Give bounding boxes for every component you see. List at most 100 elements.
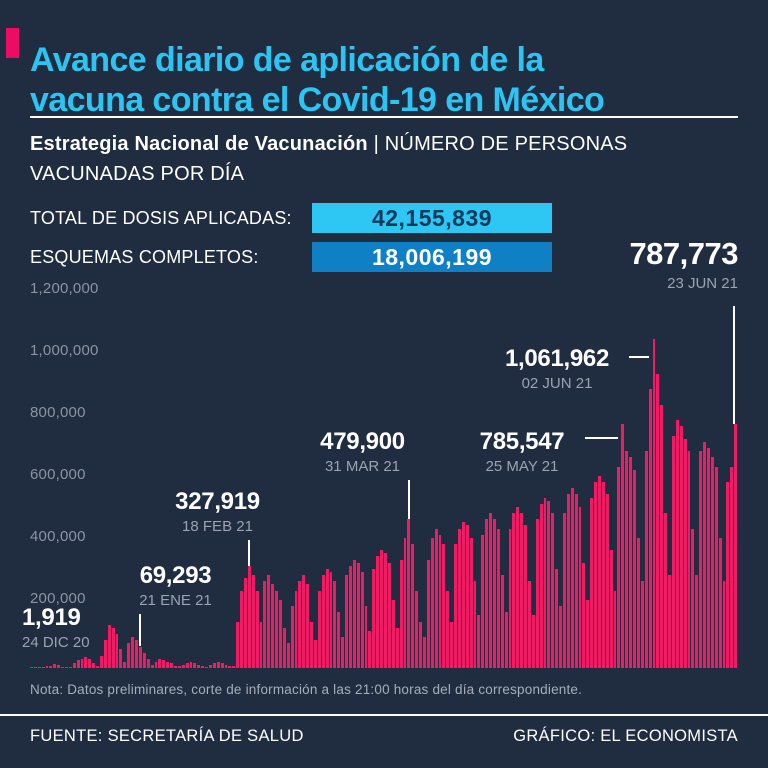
bar: [345, 575, 349, 668]
bar: [535, 519, 539, 668]
bar: [302, 575, 306, 668]
bar: [321, 575, 325, 668]
annotation-value: 69,293: [139, 562, 212, 589]
annotation-jun02: 1,061,962 02 JUN 21: [487, 345, 627, 392]
bar: [232, 666, 236, 668]
bar: [84, 657, 88, 668]
bar: [481, 534, 485, 668]
annotation-date: 24 DIC 20: [22, 634, 90, 651]
bar: [306, 584, 310, 668]
bar: [625, 451, 629, 668]
bar: [485, 519, 489, 668]
bar: [372, 568, 376, 668]
annotation-date: 18 FEB 21: [182, 518, 253, 535]
bar: [107, 624, 111, 668]
bar: [224, 664, 228, 668]
bar: [310, 621, 314, 668]
bar: [730, 466, 734, 668]
bar: [683, 438, 687, 668]
bar: [356, 562, 360, 668]
bar: [352, 559, 356, 668]
bar: [150, 664, 154, 668]
bar: [442, 544, 446, 668]
bar: [559, 606, 563, 668]
bar: [555, 568, 559, 668]
bar: [208, 664, 212, 668]
bar: [360, 571, 364, 668]
bar: [668, 575, 671, 668]
bar: [528, 581, 531, 668]
bar: [687, 451, 691, 668]
bar: [115, 633, 119, 668]
bar: [263, 581, 267, 668]
bar: [201, 666, 205, 668]
bar: [703, 441, 706, 668]
bar: [259, 621, 263, 668]
bar: [473, 581, 477, 668]
bar: [154, 661, 158, 668]
annotation-line: [585, 437, 618, 439]
bar: [189, 661, 193, 668]
bar: [430, 537, 434, 668]
bar: [586, 599, 590, 668]
bar: [477, 615, 481, 668]
bar: [648, 389, 652, 668]
bar: [267, 575, 271, 668]
footer: FUENTE: SECRETARÍA DE SALUD GRÁFICO: EL …: [30, 727, 738, 746]
annotation-line: [248, 540, 250, 566]
bar: [240, 590, 243, 668]
bar: [489, 513, 492, 668]
bar: [138, 646, 142, 668]
subtitle-separator: |: [373, 133, 380, 155]
latest-annotation: 787,773 23 JUN 21: [629, 236, 738, 292]
total-doses-value: 42,155,839: [312, 203, 552, 233]
bar: [598, 475, 601, 668]
annotation-value: 785,547: [479, 428, 565, 455]
bar: [407, 519, 411, 668]
annotation-mar31: 479,900 31 MAR 21: [305, 428, 420, 475]
annotation-dec24: 1,919 24 DIC 20: [22, 604, 90, 651]
bar: [41, 667, 45, 668]
bar: [290, 606, 294, 668]
bar: [395, 627, 399, 668]
bar: [633, 469, 636, 668]
bar: [582, 562, 586, 668]
bar: [547, 500, 551, 668]
bar: [181, 664, 185, 668]
bar: [170, 663, 173, 668]
bar: [539, 503, 543, 668]
bar: [454, 544, 457, 668]
title-line-2: vacuna contra el Covid-19 en México: [30, 80, 605, 119]
bar: [391, 599, 395, 668]
bar: [734, 423, 738, 668]
annotation-value: 479,900: [320, 428, 405, 455]
y-axis-label: 1,200,000: [30, 280, 99, 297]
bar: [496, 528, 500, 668]
bar: [185, 663, 189, 668]
bar: [197, 664, 201, 668]
bar: [49, 665, 53, 668]
bar: [664, 513, 668, 668]
bar: [457, 528, 461, 668]
bar: [570, 488, 574, 668]
bar: [216, 661, 220, 668]
annotation-date: 21 ENE 21: [139, 592, 212, 609]
bar: [96, 665, 100, 668]
annotation-date: 31 MAR 21: [324, 458, 401, 475]
bar: [279, 599, 282, 668]
chart-area: 1,200,000 1,000,000 800,000 600,000 400,000 2…: [30, 280, 738, 668]
page-title: Avance diario de aplicación de la vacuna …: [30, 41, 750, 121]
bar: [329, 571, 333, 668]
bar: [508, 528, 512, 668]
bar: [675, 420, 679, 668]
bar: [465, 525, 469, 668]
bar: [72, 663, 76, 668]
bar: [605, 494, 609, 668]
bar: [621, 424, 625, 668]
bar: [193, 663, 197, 668]
annotation-line: [733, 306, 735, 424]
bar: [722, 581, 726, 668]
bar: [212, 663, 216, 668]
bar: [131, 637, 135, 668]
bar: [422, 637, 426, 668]
